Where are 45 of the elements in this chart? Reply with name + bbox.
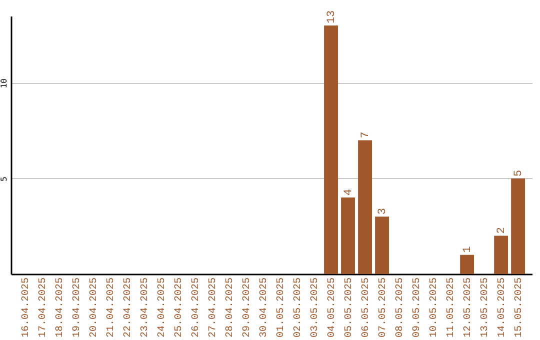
x-tick-label: 17.04.2025 (38, 278, 49, 338)
data-label: 7 (360, 132, 372, 138)
data-label: 2 (496, 227, 508, 234)
data-label: 4 (343, 188, 356, 196)
x-tick-label: 30.04.2025 (259, 278, 270, 338)
x-tick-label: 02.05.2025 (293, 278, 304, 338)
x-tick-label: 23.04.2025 (140, 278, 151, 338)
x-tick-label: 08.05.2025 (395, 278, 406, 338)
data-label: 13 (326, 10, 338, 24)
x-tick-label: 22.04.2025 (122, 278, 134, 338)
x-tick-label: 24.04.2025 (156, 278, 168, 338)
data-label: 3 (377, 208, 390, 215)
bar (460, 254, 474, 274)
y-tick-label: 10 (0, 78, 8, 88)
x-tick-label: 06.05.2025 (361, 278, 372, 338)
x-tick-label: 27.04.2025 (208, 278, 219, 338)
x-tick-label: 09.05.2025 (412, 278, 424, 338)
x-tick-label: 14.05.2025 (497, 278, 508, 338)
x-tick-label: 05.05.2025 (344, 278, 356, 338)
x-tick-label: 15.05.2025 (514, 278, 526, 338)
bar (358, 140, 372, 274)
x-tick-label: 03.05.2025 (310, 278, 322, 338)
x-tick-label: 10.05.2025 (429, 278, 440, 338)
x-tick-label: 13.05.2025 (480, 278, 492, 338)
x-tick-label: 16.04.2025 (20, 278, 32, 338)
x-tick-label: 12.05.2025 (463, 278, 474, 338)
data-label: 5 (513, 170, 526, 176)
x-tick-label: 01.05.2025 (276, 278, 287, 338)
x-tick-label: 25.04.2025 (174, 278, 185, 338)
x-tick-label: 19.04.2025 (72, 278, 83, 338)
bar (341, 198, 355, 274)
x-tick-label: 21.04.2025 (106, 278, 117, 338)
x-tick-label: 26.04.2025 (190, 278, 202, 338)
bar (324, 26, 338, 274)
x-tick-label: 28.04.2025 (224, 278, 236, 338)
x-tick-label: 11.05.2025 (446, 278, 458, 338)
bar (375, 216, 389, 274)
bar (494, 236, 508, 274)
bar (511, 178, 526, 274)
x-tick-label: 20.04.2025 (88, 278, 100, 338)
x-tick-label: 07.05.2025 (378, 278, 390, 338)
x-tick-label: 04.05.2025 (327, 278, 338, 338)
x-tick-label: 18.04.2025 (54, 278, 66, 338)
x-tick-label: 29.04.2025 (242, 278, 253, 338)
data-label: 1 (462, 246, 474, 253)
